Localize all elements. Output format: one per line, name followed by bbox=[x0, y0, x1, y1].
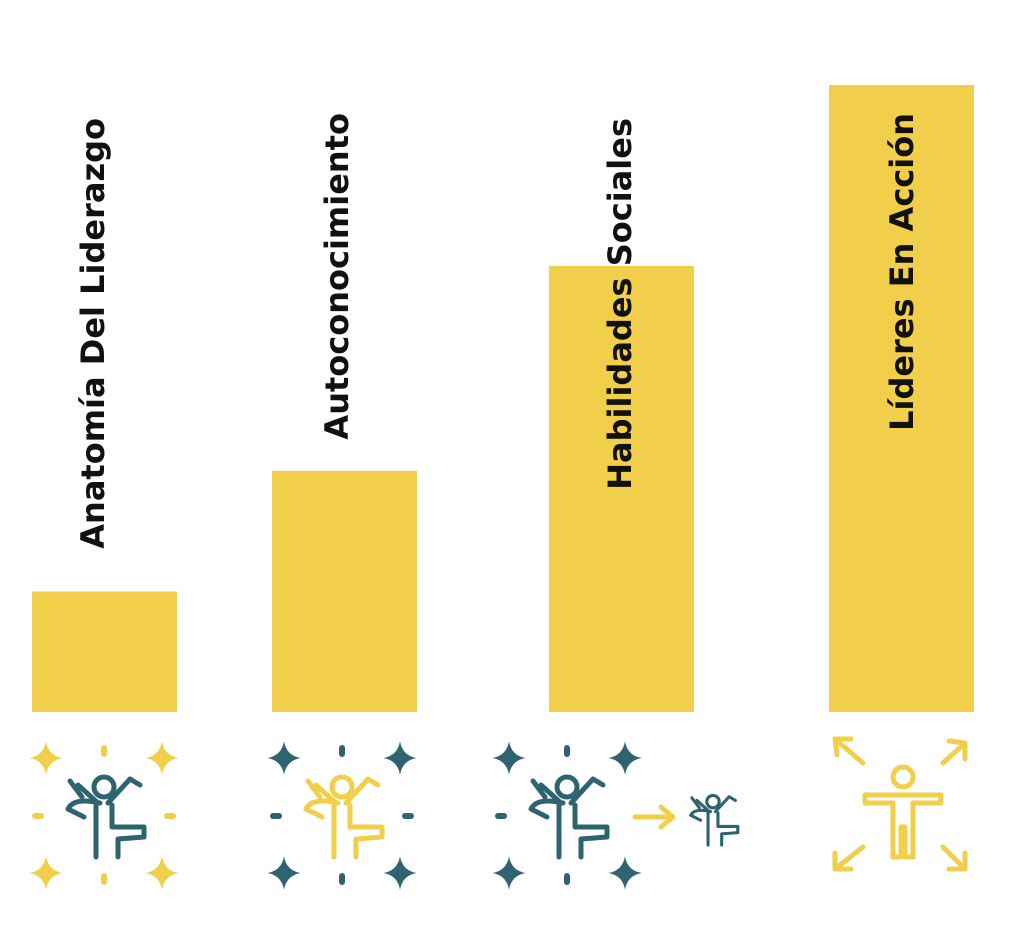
category-label-1: Anatomía Del Liderazgo bbox=[74, 118, 112, 549]
bars-layer bbox=[32, 85, 974, 712]
bar-3 bbox=[549, 265, 694, 712]
figure-with-sparkles-arrow-to-small-figure-icon bbox=[492, 741, 740, 890]
bar-4 bbox=[829, 85, 974, 712]
category-label-4: Líderes En Acción bbox=[883, 113, 921, 431]
category-label-3: Habilidades Sociales bbox=[601, 118, 639, 490]
jumping-figure-with-sparkles-icon bbox=[29, 741, 179, 890]
category-label-2: Autoconocimiento bbox=[318, 113, 356, 440]
jumping-figure-with-sparkles-icon bbox=[267, 741, 417, 890]
bar-1 bbox=[32, 591, 177, 712]
labels-layer: Anatomía Del Liderazgo Autoconocimiento Ha… bbox=[74, 113, 921, 549]
bar-2 bbox=[272, 470, 417, 712]
figure-with-outward-arrows-icon bbox=[832, 736, 968, 872]
